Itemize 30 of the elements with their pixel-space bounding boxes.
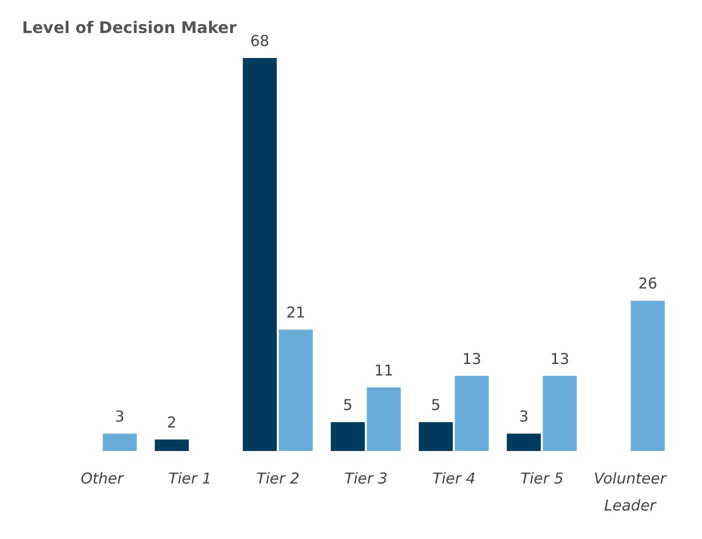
x-tick-label: Tier 3 — [344, 470, 388, 488]
bar — [542, 376, 577, 451]
data-label: 3 — [115, 408, 125, 426]
bar — [418, 422, 453, 451]
bar — [454, 376, 489, 451]
x-tick-label: Tier 4 — [432, 470, 476, 488]
data-label: 13 — [550, 350, 570, 368]
bar — [154, 439, 189, 451]
data-label: 5 — [343, 396, 353, 414]
data-label: 2 — [167, 413, 177, 432]
x-tick-label: Volunteer Leader — [594, 470, 667, 515]
x-tick-label: Tier 5 — [520, 470, 564, 488]
bar — [506, 434, 541, 451]
x-tick-label: Other — [80, 470, 124, 488]
chart-title: Level of Decision Maker — [22, 18, 237, 37]
x-tick-label: Tier 1 — [168, 470, 212, 488]
bar — [278, 330, 313, 451]
data-label: 11 — [374, 361, 394, 380]
data-label: 13 — [462, 350, 482, 368]
data-label: 26 — [638, 274, 658, 293]
data-label: 3 — [519, 408, 529, 426]
x-tick-label: Tier 2 — [256, 470, 300, 488]
bar — [102, 434, 137, 451]
bar — [242, 58, 277, 451]
bar — [366, 387, 401, 451]
data-label: 5 — [431, 396, 441, 414]
data-label: 68 — [250, 32, 270, 50]
data-label: 21 — [286, 304, 306, 322]
bar — [630, 300, 665, 451]
bar — [330, 422, 365, 451]
